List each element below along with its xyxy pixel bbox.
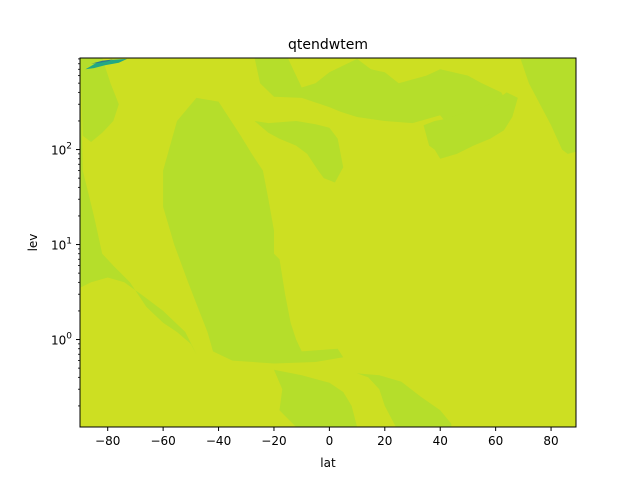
plot-area xyxy=(80,58,576,427)
x-tick-label: 40 xyxy=(433,434,448,448)
x-tick-label: −60 xyxy=(150,434,175,448)
plot-frame xyxy=(79,57,577,428)
contour-region-secondary-7 xyxy=(423,92,518,159)
contour-region-secondary-2 xyxy=(163,97,344,364)
y-axis-ticks: 100 101 102 xyxy=(51,58,80,407)
contour-region-mid-9 xyxy=(85,58,128,70)
contour-region-secondary-3 xyxy=(274,369,358,427)
contour-region-secondary-4 xyxy=(357,373,452,427)
x-tick-label: 0 xyxy=(326,434,334,448)
y-tick-label: 101 xyxy=(51,237,72,253)
x-tick-label: 20 xyxy=(377,434,392,448)
contour-region-secondary-6 xyxy=(254,58,510,133)
contour-region-low-10 xyxy=(91,59,114,64)
y-tick-label: 100 xyxy=(51,332,72,348)
x-axis-ticks: −80 −60 −40 −20 0 20 40 60 80 xyxy=(95,427,559,448)
x-tick-label: −40 xyxy=(206,434,231,448)
x-axis-label: lat xyxy=(320,456,336,470)
x-tick-label: −20 xyxy=(261,434,286,448)
y-axis-label: lev xyxy=(26,234,40,252)
contour-region-secondary-5 xyxy=(254,121,344,183)
contour-region-secondary-1 xyxy=(80,58,119,142)
x-tick-label: −80 xyxy=(95,434,120,448)
contour-regions xyxy=(80,58,576,427)
x-tick-label: 80 xyxy=(543,434,558,448)
chart-title: qtendwtem xyxy=(288,37,368,53)
contour-region-secondary-8 xyxy=(520,58,576,154)
x-tick-label: 60 xyxy=(488,434,503,448)
y-tick-label: 102 xyxy=(51,142,72,158)
